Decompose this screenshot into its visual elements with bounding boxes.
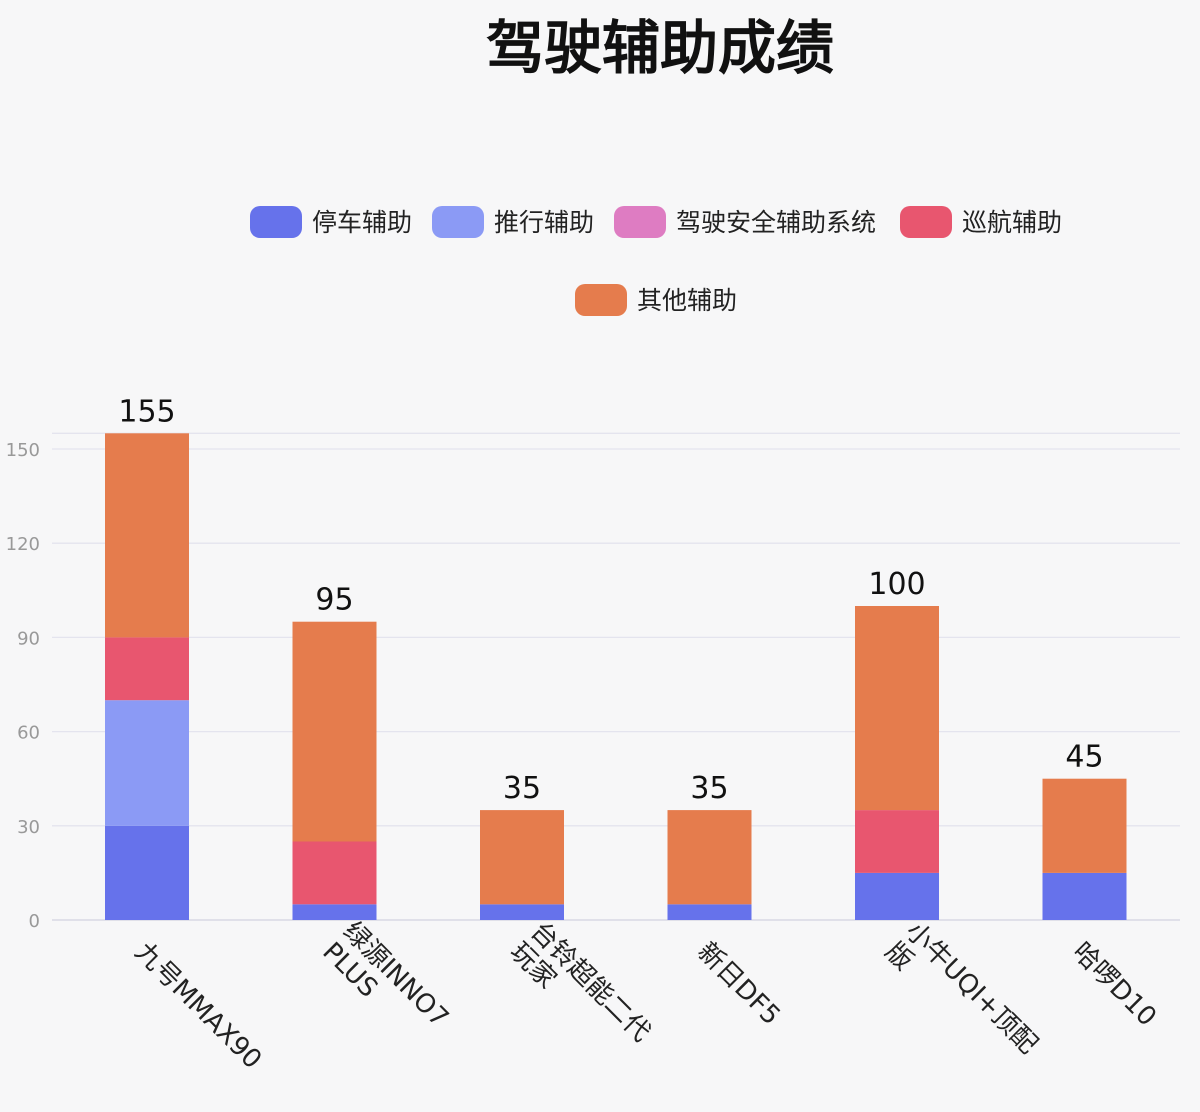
legend-label: 驾驶安全辅助系统 — [676, 208, 876, 237]
bar-segment — [292, 904, 377, 920]
total-label: 35 — [503, 771, 541, 806]
bar-segment — [105, 433, 189, 638]
legend-swatch — [900, 206, 952, 238]
y-tick-label: 0 — [29, 911, 40, 932]
total-label: 100 — [868, 567, 925, 602]
bar-segment — [855, 810, 939, 873]
legend-swatch — [250, 206, 302, 238]
x-tick-label: 哈啰D10 — [1066, 937, 1162, 1033]
bar-segment — [1042, 872, 1127, 920]
total-label: 155 — [118, 394, 175, 429]
legend-item[interactable]: 其他辅助 — [575, 284, 737, 316]
bar-segment — [105, 637, 189, 701]
y-tick-label: 120 — [6, 534, 40, 555]
x-tick-label-line: 小牛UQI+顶配 — [899, 916, 1043, 1060]
y-tick-label: 90 — [17, 628, 40, 649]
legend-label: 巡航辅助 — [962, 208, 1062, 237]
x-tick-label: 小牛UQI+顶配版 — [879, 916, 1043, 1060]
bar-segment — [855, 872, 939, 920]
legend-swatch — [432, 206, 484, 238]
legend-item[interactable]: 巡航辅助 — [900, 206, 1062, 238]
bar-segment — [1042, 778, 1127, 873]
bar-segment — [292, 621, 377, 842]
y-axis: 0 30 60 90 120 150 — [6, 440, 40, 932]
x-tick-label: 新日DF5 — [691, 937, 785, 1031]
bar-segment — [105, 825, 189, 920]
legend-item[interactable]: 驾驶安全辅助系统 — [614, 206, 876, 238]
total-label: 45 — [1065, 740, 1103, 775]
y-tick-label: 30 — [17, 817, 40, 838]
bar-segment — [480, 810, 564, 905]
x-tick-label-line: 哈啰D10 — [1066, 937, 1162, 1033]
bar-segment — [480, 904, 564, 920]
y-tick-label: 60 — [17, 723, 40, 744]
legend-item[interactable]: 推行辅助 — [432, 206, 594, 238]
chart-title: 驾驶辅助成绩 — [486, 14, 834, 82]
y-tick-label: 150 — [6, 440, 40, 461]
bar-segment — [667, 904, 752, 920]
x-tick-label: 九号MMAX90 — [129, 937, 267, 1075]
bars — [105, 433, 1127, 920]
total-label: 35 — [690, 771, 728, 806]
grid-lines — [52, 432, 1180, 921]
legend-swatch — [614, 206, 666, 238]
bar-segment — [105, 700, 189, 826]
x-tick-label-line: 新日DF5 — [691, 937, 785, 1031]
legend-label: 停车辅助 — [312, 208, 412, 237]
bar-segment — [292, 841, 377, 905]
total-label: 95 — [315, 583, 353, 618]
legend-item[interactable]: 停车辅助 — [250, 206, 412, 238]
legend-label: 其他辅助 — [637, 286, 737, 315]
total-labels: 155 95 35 35 100 45 — [118, 394, 1103, 806]
bar-segment — [667, 810, 752, 905]
legend-swatch — [575, 284, 627, 316]
legend-label: 推行辅助 — [494, 208, 594, 237]
x-tick-label-line: 九号MMAX90 — [129, 937, 267, 1075]
bar-segment — [855, 606, 939, 811]
